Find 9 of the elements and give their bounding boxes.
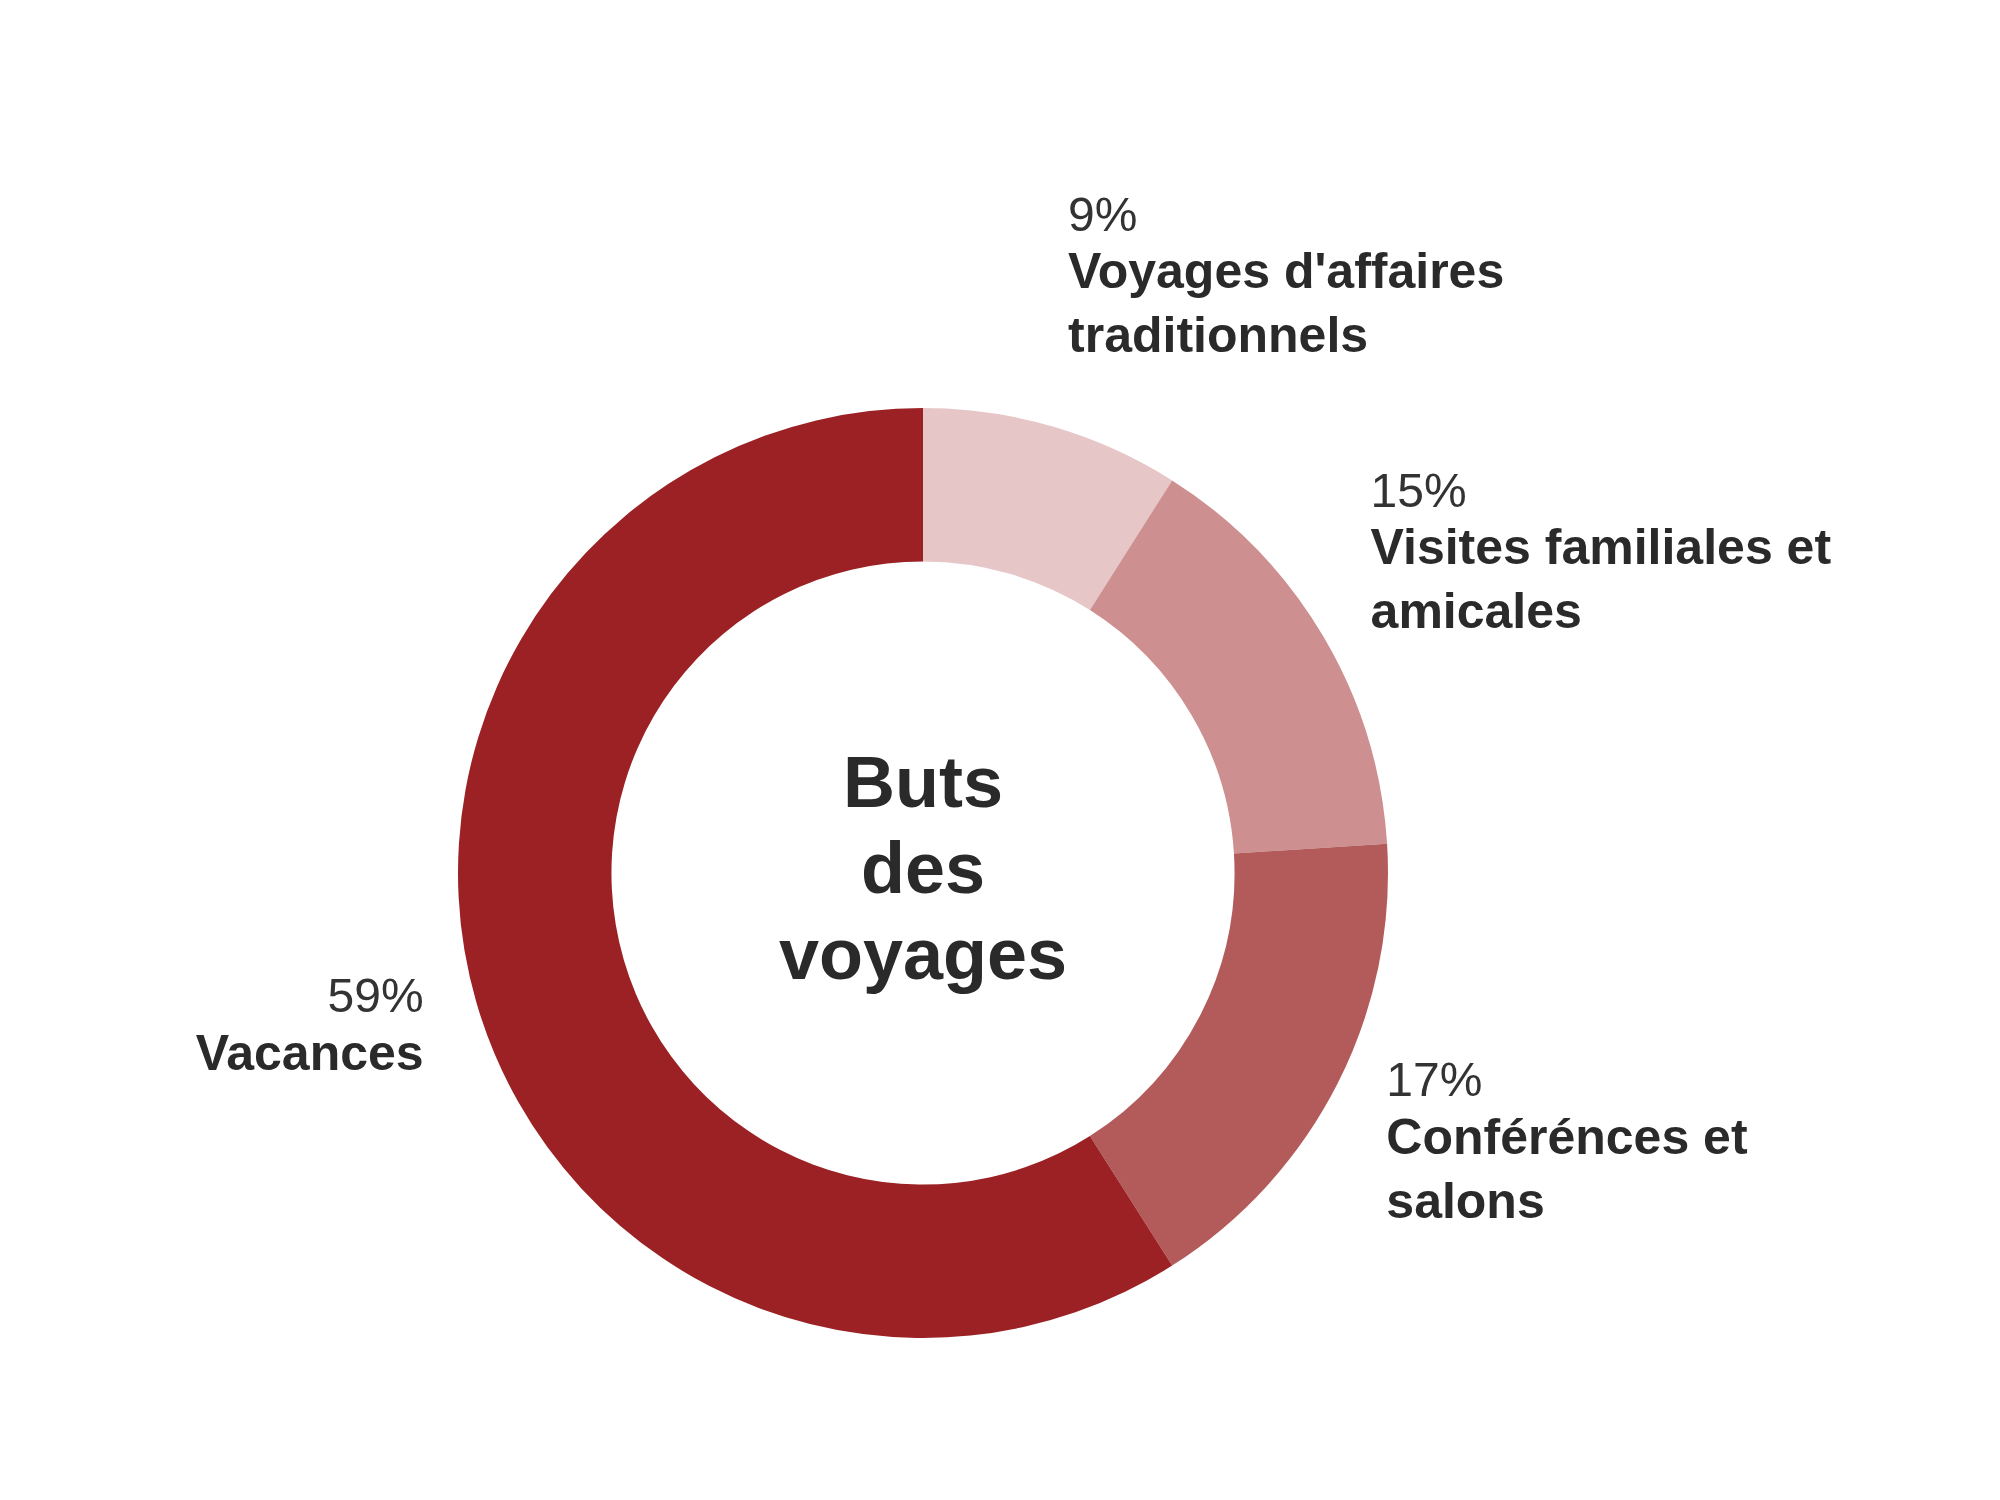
data-label: 17% [1386, 1053, 1483, 1107]
data-label: 15% [1370, 463, 1467, 517]
data-label: 9% [1068, 187, 1138, 241]
text: Buts des voyages [778, 741, 1068, 994]
data-label: 59% [327, 969, 424, 1023]
slice-label: Visites familiales et amicales [1370, 519, 1832, 640]
slice-label: Voyages d'affaires traditionnels [1068, 243, 1505, 364]
slice-label: Conférénces et salons [1386, 1108, 1748, 1229]
slice-label: Vacances [195, 1024, 424, 1081]
